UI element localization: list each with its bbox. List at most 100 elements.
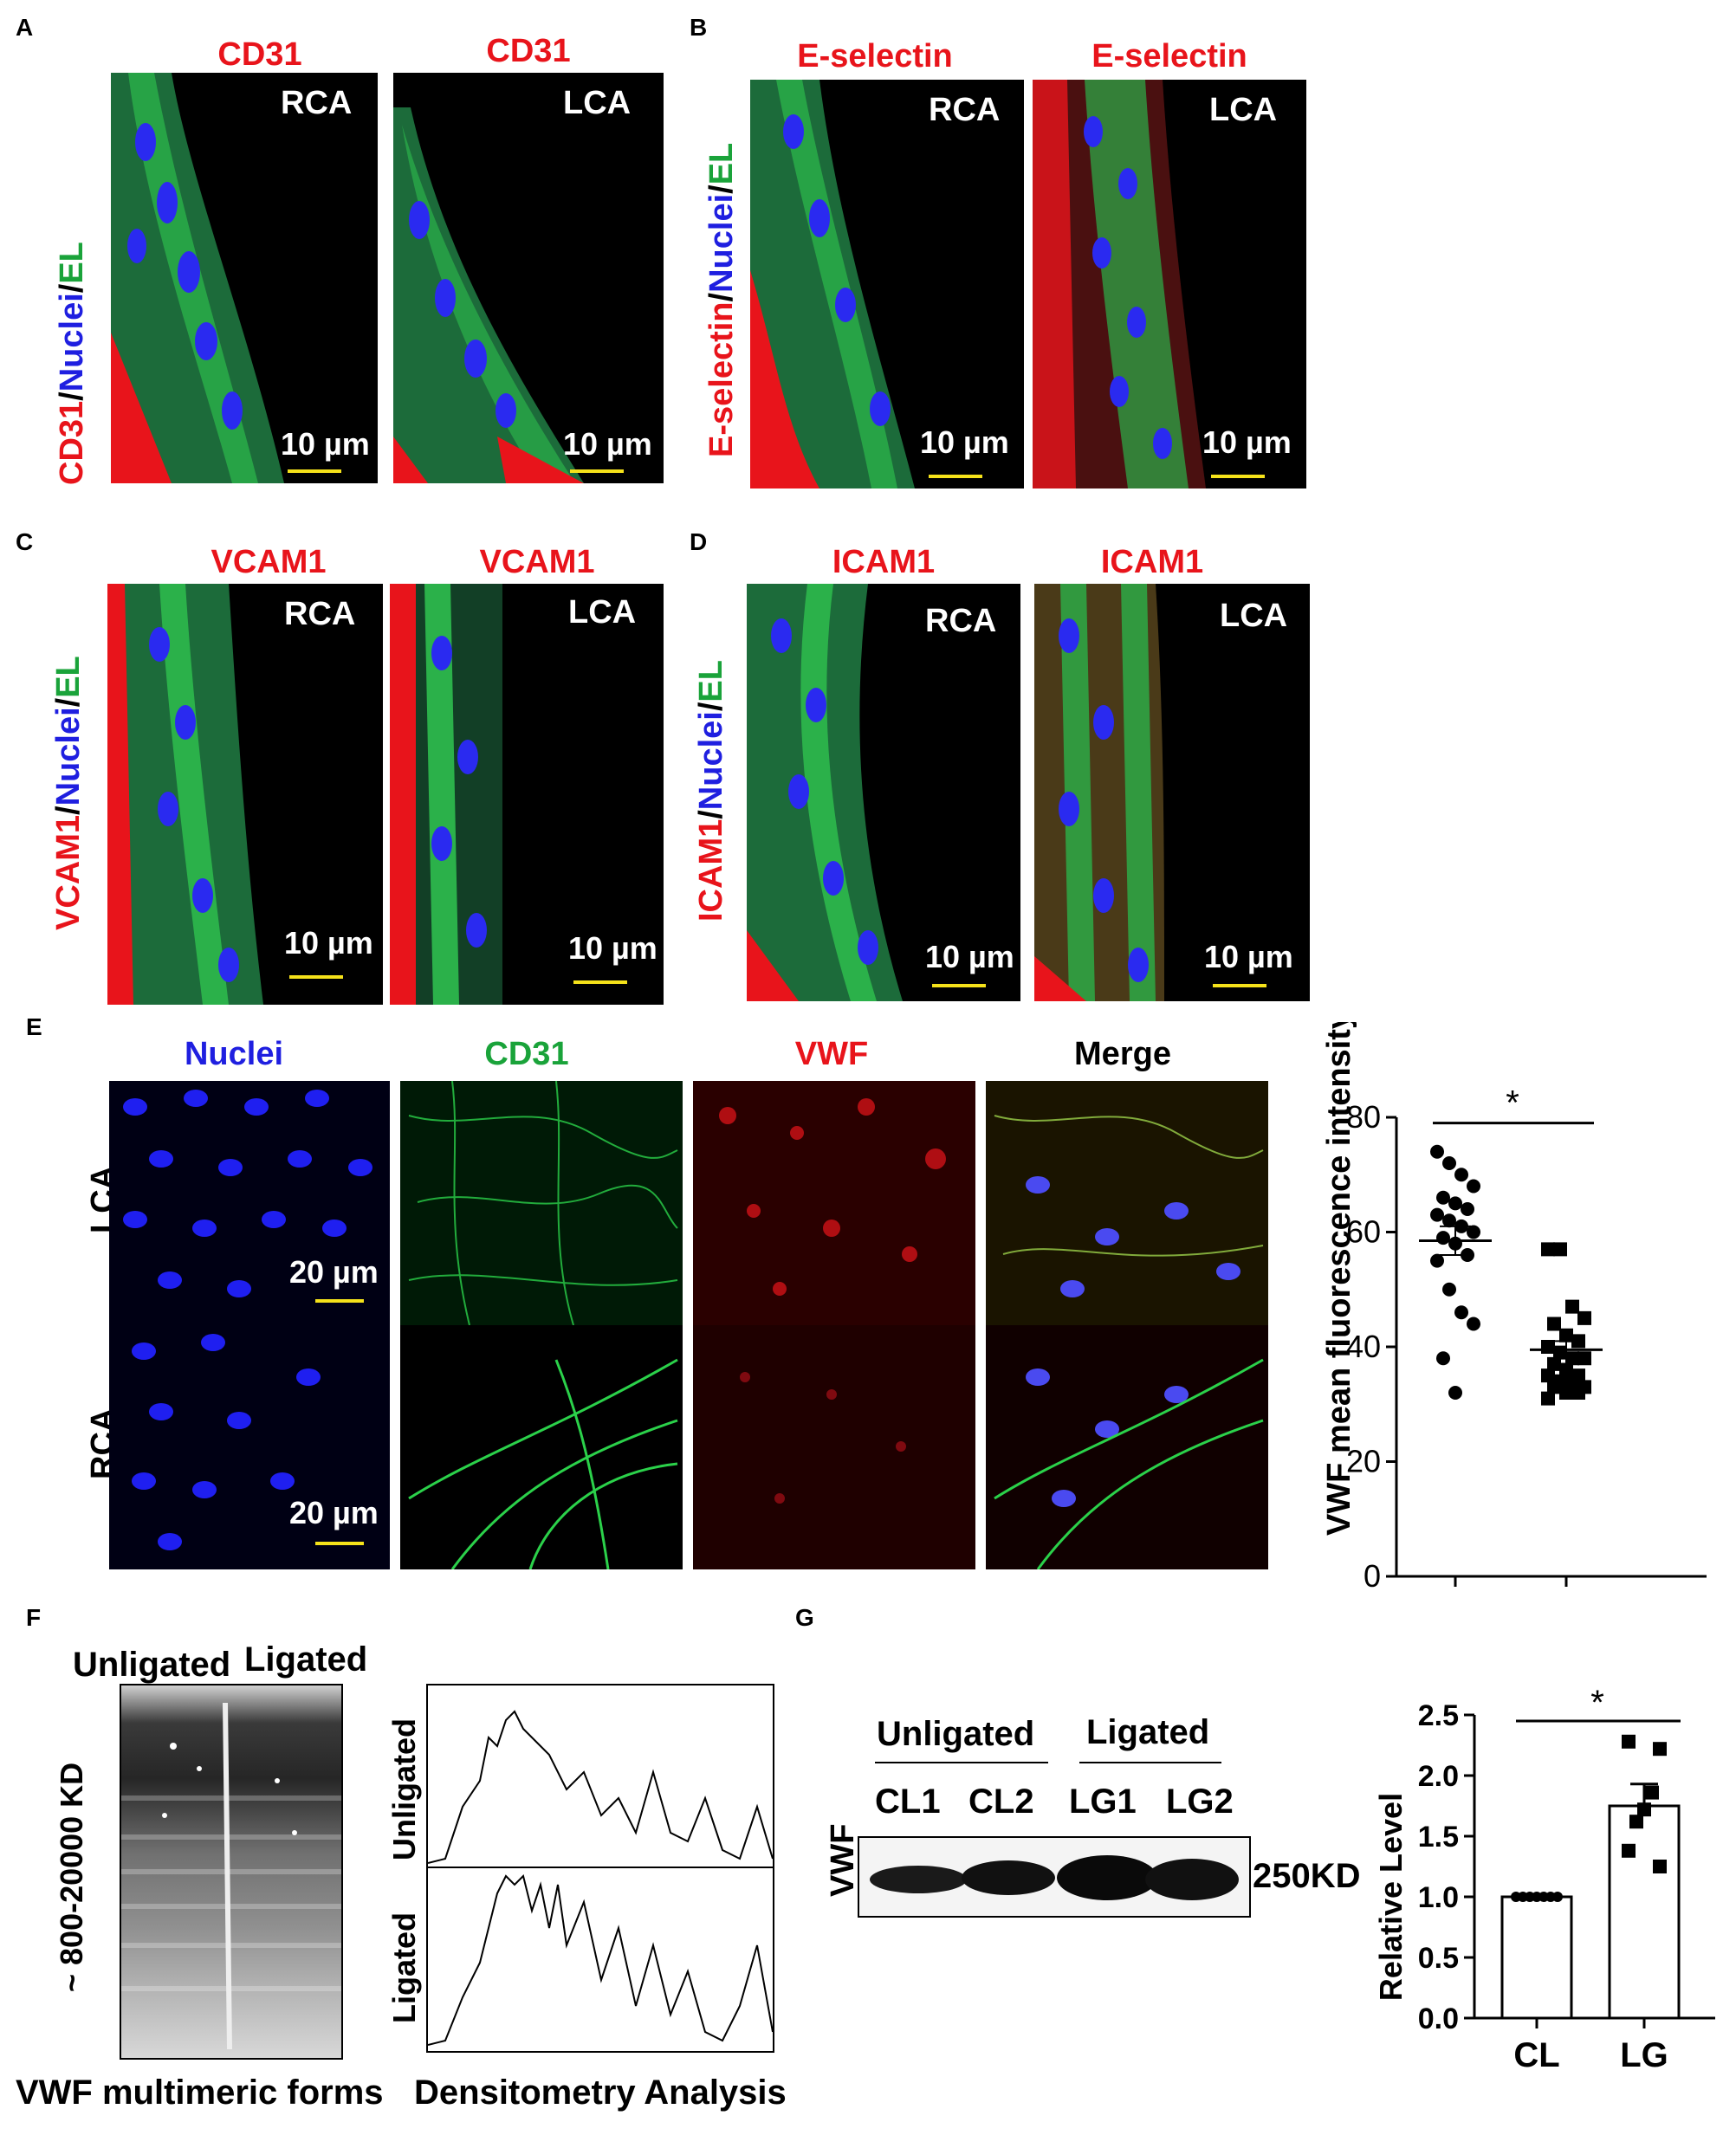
vessel-label-rca: RCA — [925, 603, 997, 639]
vessel-label-rca: RCA — [929, 92, 1001, 128]
significance-star: * — [1506, 1084, 1519, 1123]
data-point — [1442, 1213, 1456, 1228]
panel-letter-g: G — [795, 1604, 814, 1631]
micrograph-c-lca: LCA 10 µm — [390, 584, 664, 1005]
column-header-vwf: VWF — [794, 1036, 869, 1072]
scale-bar — [932, 984, 986, 987]
band-lg1 — [1057, 1855, 1157, 1900]
panel-d-title-1: ICAM1 — [832, 544, 936, 580]
lane-label-cl2: CL2 — [968, 1782, 1034, 1821]
scale-bar — [570, 469, 624, 473]
densitometry-plot — [426, 1684, 774, 2053]
data-point — [1467, 1317, 1480, 1331]
panel-c-title-2: VCAM1 — [479, 544, 595, 580]
lane-label-ligated: Ligated — [244, 1640, 368, 1679]
data-point — [1442, 1282, 1456, 1297]
micrograph-e-rca-merge — [986, 1325, 1268, 1569]
y-tick-label: 2.0 — [1418, 1760, 1459, 1793]
panel-b-title-1: E-selectin — [797, 38, 953, 74]
micrograph-c-rca: RCA 10 µm — [107, 584, 383, 1005]
scale-bar-label: 10 µm — [568, 930, 657, 966]
densitometry-caption: Densitometry Analysis — [414, 2074, 787, 2112]
data-point — [1448, 1386, 1462, 1400]
panel-letter-e: E — [26, 1013, 42, 1040]
panel-b-stain-label: E-selectin/Nuclei/EL — [703, 142, 740, 457]
scale-bar-label: 10 µm — [1202, 424, 1292, 460]
data-point — [1645, 1785, 1659, 1800]
scale-bar — [573, 980, 627, 984]
scale-bar-label: 10 µm — [1204, 939, 1293, 974]
scale-bar-label: 20 µm — [289, 1254, 379, 1290]
data-point — [1577, 1310, 1591, 1325]
gel-caption: VWF multimeric forms — [16, 2074, 384, 2112]
data-point — [1541, 1391, 1555, 1406]
densitometry-trace-ligated — [428, 1874, 773, 2046]
panel-letter-a: A — [16, 14, 34, 41]
micrograph-b-lca: LCA 10 µm — [1033, 80, 1306, 488]
panel-d-title-2: ICAM1 — [1100, 544, 1204, 580]
micrograph-e-rca-cd31 — [400, 1325, 683, 1569]
band-cl1 — [870, 1866, 967, 1893]
vessel-label-lca: LCA — [563, 85, 632, 121]
densitometry-trace-unligated — [428, 1710, 773, 1864]
scale-bar-label: 20 µm — [289, 1495, 379, 1530]
data-point — [1622, 1843, 1636, 1858]
data-point — [1547, 1317, 1561, 1331]
data-point — [1565, 1299, 1579, 1314]
band-lg2 — [1145, 1859, 1239, 1900]
column-header-cd31: CD31 — [484, 1036, 569, 1072]
densitometry-label-unligated: Unligated — [386, 1718, 422, 1860]
scale-bar-label: 10 µm — [925, 939, 1014, 974]
micrograph-e-rca-vwf — [693, 1325, 975, 1569]
panel-d-stain-label: ICAM1/Nuclei/EL — [693, 660, 729, 922]
data-point — [1547, 1356, 1561, 1371]
group-underline-unligated — [875, 1762, 1048, 1763]
panel-letter-f: F — [26, 1604, 42, 1631]
y-tick-label: 0.0 — [1418, 2002, 1459, 2035]
group-underline-ligated — [1079, 1762, 1221, 1763]
data-point — [1553, 1242, 1567, 1257]
vessel-label-lca: LCA — [568, 594, 637, 631]
significance-star: * — [1590, 1684, 1604, 1722]
data-point — [1467, 1225, 1480, 1239]
bar — [1500, 1895, 1573, 2020]
data-point — [1454, 1168, 1468, 1182]
y-axis-label: VWF mean fluorescence intensity — [1321, 1022, 1357, 1536]
x-tick-label: LCA — [1422, 1591, 1489, 1594]
vessel-label-lca: LCA — [1209, 92, 1278, 128]
data-point — [1541, 1368, 1555, 1383]
panel-b-title-2: E-selectin — [1091, 38, 1247, 74]
lane-label-unligated: Unligated — [73, 1646, 231, 1684]
data-point — [1559, 1362, 1573, 1377]
gel-size-label: ~ 800-20000 KD — [54, 1762, 89, 1992]
y-axis-label-text: VWF mean fluorescence intensity — [1321, 1022, 1357, 1536]
relative-level-chart: Relative Level 0.0 0.5 1.0 1.5 2.0 2.5 CL LG * — [1373, 1684, 1715, 2074]
panel-c-title-1: VCAM1 — [211, 544, 327, 580]
data-point — [1547, 1380, 1561, 1394]
panel-letter-d: D — [690, 528, 708, 555]
micrograph-a-lca: LCA 10 µm — [393, 73, 664, 483]
y-tick-label: 60 — [1346, 1214, 1381, 1250]
data-point — [1629, 1815, 1643, 1829]
bar — [1608, 1804, 1681, 2020]
scale-bar — [288, 469, 341, 473]
micrograph-e-lca-cd31 — [400, 1081, 683, 1325]
scale-bar — [289, 975, 343, 979]
micrograph-d-rca: RCA 10 µm — [747, 584, 1020, 1001]
data-point — [1442, 1156, 1456, 1170]
scale-bar — [929, 475, 982, 478]
group-label-ligated: Ligated — [1086, 1713, 1210, 1751]
micrograph-e-lca-nuclei: 20 µm — [109, 1081, 390, 1325]
scale-bar-label: 10 µm — [284, 925, 373, 961]
micrograph-d-lca: LCA 10 µm — [1034, 584, 1310, 1001]
micrograph-e-rca-nuclei: 20 µm — [109, 1325, 390, 1569]
data-point — [1436, 1190, 1450, 1205]
data-point — [1552, 1892, 1563, 1902]
data-point — [1430, 1253, 1444, 1268]
data-point — [1571, 1386, 1585, 1400]
y-axis-label-text: Relative Level — [1373, 1793, 1409, 2001]
y-tick-label: 20 — [1346, 1444, 1381, 1479]
data-point — [1541, 1242, 1555, 1257]
scale-bar-label: 10 µm — [281, 426, 370, 462]
x-tick-label: LG — [1620, 2036, 1668, 2074]
